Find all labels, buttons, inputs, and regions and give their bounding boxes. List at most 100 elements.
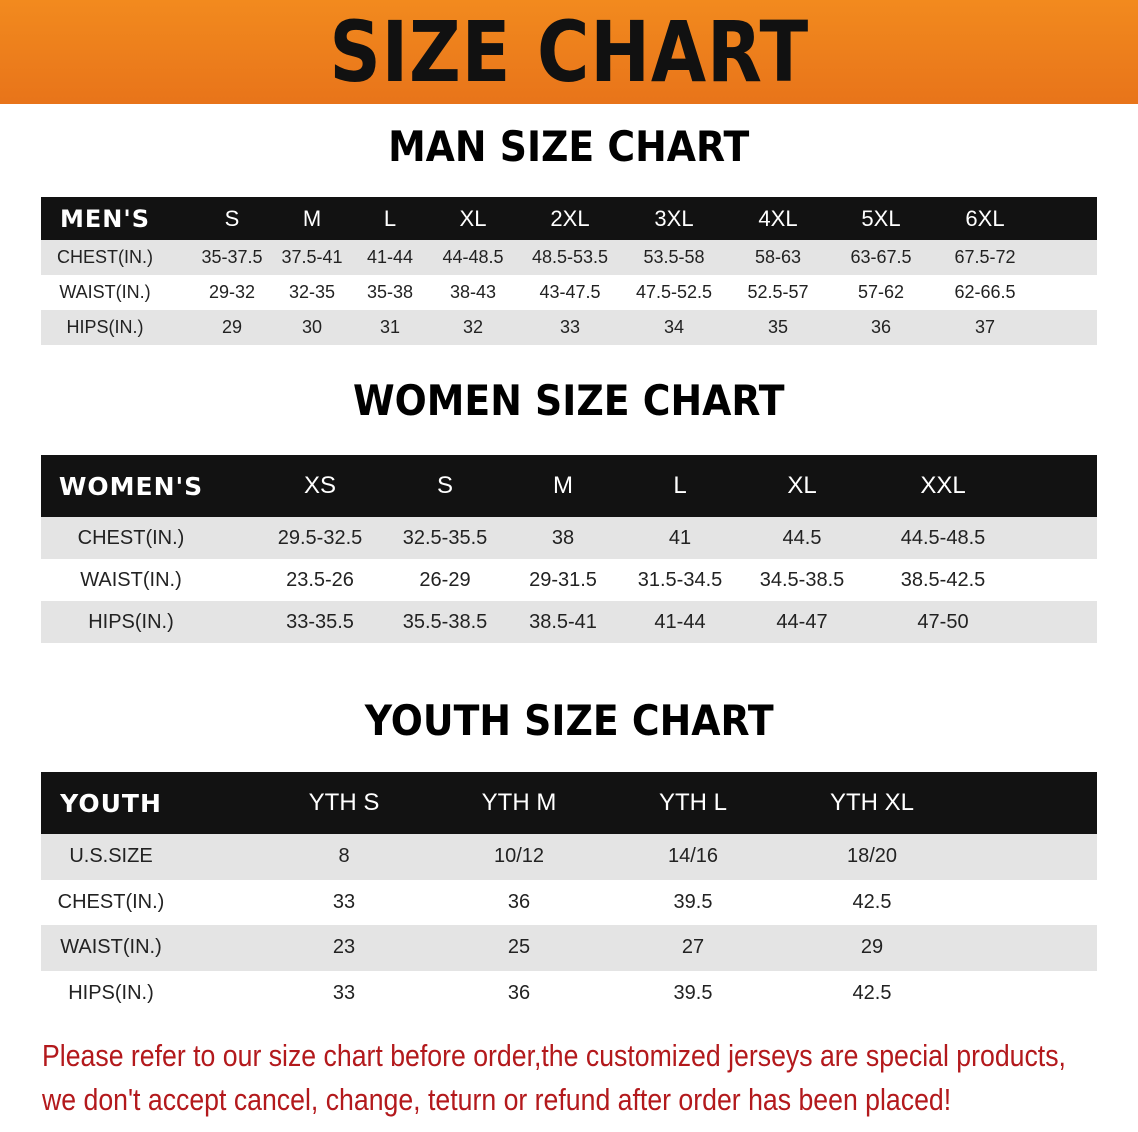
value-cell: 10/12 bbox=[493, 845, 545, 868]
value-cell: 39.5 bbox=[673, 890, 713, 913]
value-cell: 37.5-41 bbox=[281, 247, 343, 267]
value-cell: 31 bbox=[379, 317, 401, 337]
youth-header-row: YOUTH YTH S YTH M YTH L YTH XL bbox=[41, 772, 1097, 834]
value-cell: 41 bbox=[668, 526, 692, 549]
table-row: CHEST(IN.) 35-37.5 37.5-41 41-44 44-48.5 48.5… bbox=[41, 240, 1097, 275]
value-cell: 47.5-52.5 bbox=[635, 282, 713, 302]
measure-label-cell: CHEST(IN.) bbox=[77, 526, 185, 549]
table-title-cell: WOMEN'S bbox=[58, 471, 204, 501]
notice-line-2: we don't accept cancel, change, teturn o… bbox=[42, 1082, 952, 1117]
table-row: WAIST(IN.) 23.5-26 26-29 29-31.5 31.5-34.5 34… bbox=[41, 559, 1097, 601]
size-header-cell: YTH M bbox=[481, 789, 557, 816]
measure-label-cell: WAIST(IN.) bbox=[60, 936, 162, 959]
size-header-cell: XL bbox=[459, 205, 487, 231]
measure-label-cell: HIPS(IN.) bbox=[88, 610, 174, 633]
value-cell: 27 bbox=[681, 936, 705, 959]
value-cell: 52.5-57 bbox=[747, 282, 809, 302]
size-header-cell: 4XL bbox=[758, 205, 798, 231]
value-cell: 44-47 bbox=[776, 610, 828, 633]
value-cell: 41-44 bbox=[366, 247, 414, 267]
table-row: HIPS(IN.) 33-35.5 35.5-38.5 38.5-41 41-44 44-… bbox=[41, 601, 1097, 643]
size-header-cell: YTH XL bbox=[829, 789, 915, 816]
table-row: CHEST(IN.) 29.5-32.5 32.5-35.5 38 41 44.5 44.5… bbox=[41, 517, 1097, 559]
measure-label-cell: CHEST(IN.) bbox=[57, 890, 165, 913]
banner: SIZE CHART bbox=[0, 0, 1138, 104]
value-cell: 39.5 bbox=[673, 981, 713, 1004]
value-cell: 26-29 bbox=[419, 568, 471, 591]
table-row: U.S.SIZE 8 10/12 14/16 18/20 bbox=[41, 834, 1097, 880]
size-header-cell: XXL bbox=[920, 472, 966, 499]
size-header-cell: M bbox=[553, 472, 573, 499]
men-size-table: MEN'S S M L XL 2XL 3XL 4XL 5XL 6XL CHEST(IN.) 35-37… bbox=[41, 197, 1097, 345]
size-header-cell: 3XL bbox=[654, 205, 694, 231]
value-cell: 35-38 bbox=[366, 282, 414, 302]
size-header-cell: S bbox=[224, 205, 240, 231]
table-row: WAIST(IN.) 29-32 32-35 35-38 38-43 43-47.5 47.… bbox=[41, 275, 1097, 310]
value-cell: 38.5-42.5 bbox=[900, 568, 986, 591]
value-cell: 35-37.5 bbox=[201, 247, 263, 267]
value-cell: 43-47.5 bbox=[539, 282, 601, 302]
banner-title: SIZE CHART bbox=[329, 3, 809, 101]
table-row: HIPS(IN.) 33 36 39.5 42.5 bbox=[41, 970, 1097, 1016]
size-header-cell: L bbox=[383, 205, 397, 231]
value-cell: 38 bbox=[551, 526, 575, 549]
value-cell: 33 bbox=[559, 317, 581, 337]
value-cell: 29-32 bbox=[208, 282, 256, 302]
value-cell: 58-63 bbox=[754, 247, 802, 267]
value-cell: 38-43 bbox=[449, 282, 497, 302]
value-cell: 35.5-38.5 bbox=[402, 610, 488, 633]
value-cell: 29-31.5 bbox=[529, 568, 597, 591]
value-cell: 38.5-41 bbox=[529, 610, 597, 633]
youth-size-table: YOUTH YTH S YTH M YTH L YTH XL U.S.SIZE 8 10/12… bbox=[41, 772, 1097, 1016]
value-cell: 29 bbox=[860, 936, 884, 959]
value-cell: 36 bbox=[507, 890, 531, 913]
value-cell: 47-50 bbox=[917, 610, 969, 633]
value-cell: 23 bbox=[332, 936, 356, 959]
size-header-cell: L bbox=[673, 472, 687, 499]
value-cell: 37 bbox=[974, 317, 996, 337]
value-cell: 57-62 bbox=[857, 282, 905, 302]
size-header-cell: XS bbox=[303, 472, 337, 499]
value-cell: 29 bbox=[221, 317, 243, 337]
value-cell: 35 bbox=[767, 317, 789, 337]
value-cell: 36 bbox=[870, 317, 892, 337]
value-cell: 48.5-53.5 bbox=[531, 247, 609, 267]
value-cell: 34.5-38.5 bbox=[759, 568, 845, 591]
value-cell: 53.5-58 bbox=[643, 247, 705, 267]
value-cell: 67.5-72 bbox=[954, 247, 1016, 267]
value-cell: 42.5 bbox=[852, 890, 892, 913]
value-cell: 23.5-26 bbox=[286, 568, 354, 591]
notice-line-1: Please refer to our size chart before or… bbox=[42, 1038, 1066, 1073]
value-cell: 33 bbox=[332, 890, 356, 913]
value-cell: 41-44 bbox=[654, 610, 706, 633]
women-title-text: WOMEN SIZE CHART bbox=[353, 376, 785, 425]
size-header-cell: S bbox=[436, 472, 454, 499]
value-cell: 18/20 bbox=[846, 845, 898, 868]
value-cell: 32.5-35.5 bbox=[402, 526, 488, 549]
value-cell: 44.5-48.5 bbox=[900, 526, 986, 549]
value-cell: 32 bbox=[462, 317, 484, 337]
men-header-row: MEN'S S M L XL 2XL 3XL 4XL 5XL 6XL bbox=[41, 197, 1097, 240]
size-header-cell: 5XL bbox=[861, 205, 901, 231]
measure-label-cell: HIPS(IN.) bbox=[68, 981, 154, 1004]
table-row: HIPS(IN.) 29 30 31 32 33 34 35 36 37 bbox=[41, 310, 1097, 345]
youth-section-title: YOUTH SIZE CHART bbox=[0, 696, 1138, 745]
value-cell: 32-35 bbox=[288, 282, 336, 302]
women-section-title: WOMEN SIZE CHART bbox=[0, 376, 1138, 425]
measure-label-cell: WAIST(IN.) bbox=[59, 282, 151, 302]
value-cell: 25 bbox=[507, 936, 531, 959]
size-header-cell: XL bbox=[787, 472, 817, 499]
value-cell: 14/16 bbox=[667, 845, 719, 868]
size-header-cell: 6XL bbox=[965, 205, 1005, 231]
table-title-cell: MEN'S bbox=[60, 204, 150, 233]
value-cell: 30 bbox=[301, 317, 323, 337]
value-cell: 29.5-32.5 bbox=[277, 526, 363, 549]
size-header-cell: 2XL bbox=[550, 205, 590, 231]
measure-label-cell: CHEST(IN.) bbox=[57, 247, 153, 267]
measure-label-cell: U.S.SIZE bbox=[69, 845, 153, 868]
measure-label-cell: HIPS(IN.) bbox=[66, 317, 144, 337]
men-title-text: MAN SIZE CHART bbox=[388, 122, 750, 171]
value-cell: 63-67.5 bbox=[850, 247, 912, 267]
value-cell: 33-35.5 bbox=[286, 610, 354, 633]
measure-label-cell: WAIST(IN.) bbox=[80, 568, 182, 591]
